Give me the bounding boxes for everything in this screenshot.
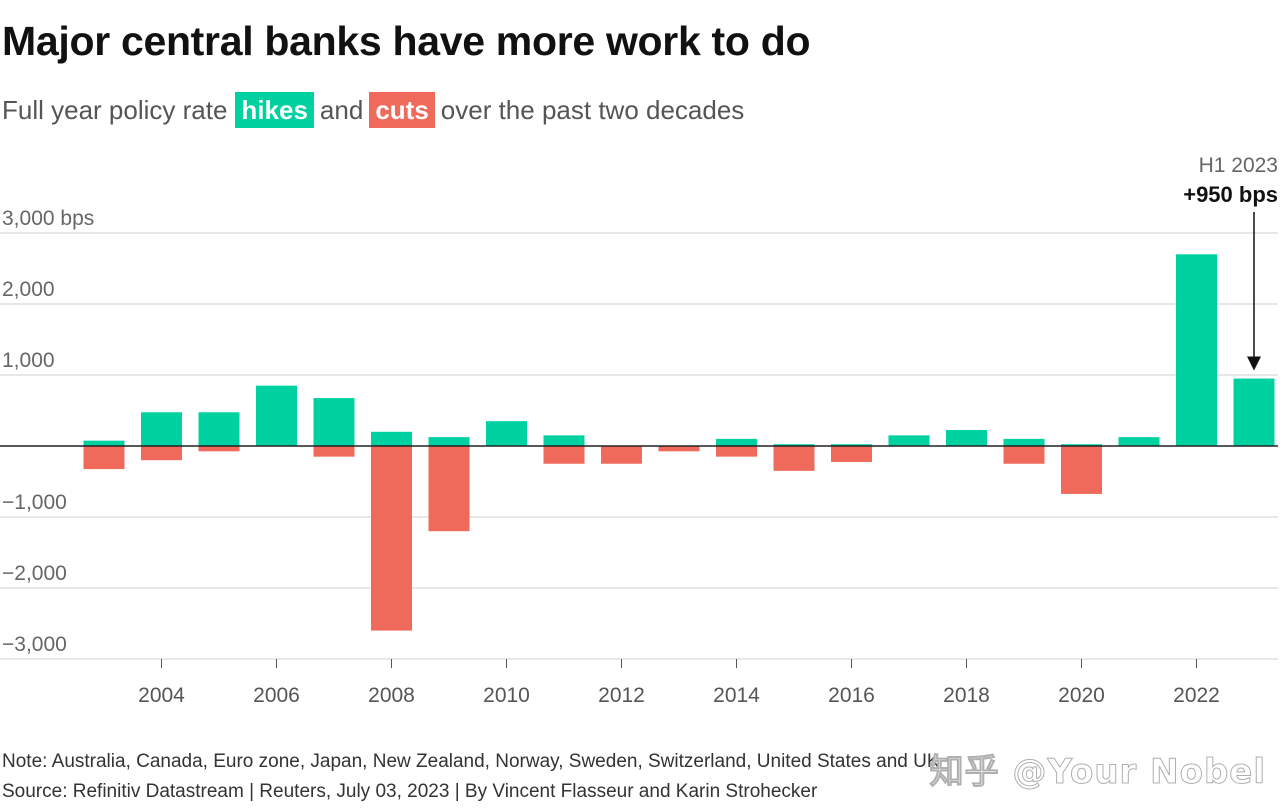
x-tick-label: 2022 (1173, 684, 1220, 707)
hikes-bar (1176, 254, 1217, 446)
subtitle-suffix: over the past two decades (440, 94, 745, 125)
hikes-bar (198, 412, 240, 446)
cuts-bar (198, 446, 240, 452)
subtitle-and: and (319, 94, 364, 125)
chart-subtitle: Full year policy rate hikes and cuts ove… (2, 92, 744, 128)
cuts-bar (371, 446, 412, 631)
hikes-bar (141, 412, 182, 446)
annotation-arrow-head (1247, 356, 1261, 371)
x-tick-label: 2014 (713, 684, 760, 707)
hikes-bar (313, 398, 355, 446)
x-tick-label: 2016 (828, 684, 875, 707)
x-tick-label: 2004 (138, 684, 185, 707)
cuts-bar (773, 446, 815, 471)
x-tick-label: 2020 (1058, 684, 1105, 707)
cuts-legend-pill: cuts (369, 92, 435, 128)
y-tick-label: −2,000 (2, 562, 67, 585)
hikes-bar (1233, 378, 1275, 446)
y-tick-label: 3,000 bps (2, 207, 94, 230)
cuts-bar (1061, 446, 1102, 494)
cuts-bar (83, 446, 125, 470)
hikes-bar (1003, 438, 1045, 446)
hikes-bar (888, 435, 930, 446)
chart-source: Source: Refinitiv Datastream | Reuters, … (2, 781, 818, 802)
cuts-bar (141, 446, 182, 461)
annotation-value-label: +950 bps (1183, 182, 1278, 207)
hikes-bar (946, 430, 987, 446)
annotation-period-label: H1 2023 (1199, 154, 1278, 177)
cuts-bar (428, 446, 470, 532)
hikes-bar (543, 435, 585, 446)
y-tick-label: −1,000 (2, 491, 67, 514)
watermark: 知乎 @Your Nobel (929, 752, 1266, 793)
hikes-bar (256, 385, 297, 446)
x-tick-label: 2018 (943, 684, 990, 707)
hikes-bar (428, 437, 470, 446)
policy-rate-bar-chart: 3,000 bps 2,000 1,000 −1,000 −2,000 −3,000 200… (0, 154, 1278, 707)
hikes-bar (371, 431, 412, 446)
x-tick-label: 2006 (253, 684, 300, 707)
x-tick-label: 2010 (483, 684, 530, 707)
hikes-bar (716, 438, 757, 446)
hikes-bar (773, 444, 815, 446)
cuts-bar (543, 446, 585, 464)
cuts-bar (716, 446, 757, 457)
x-tick-label: 2008 (368, 684, 415, 707)
x-tick-label: 2012 (598, 684, 645, 707)
hikes-legend-pill: hikes (235, 92, 314, 128)
cuts-bar (313, 446, 355, 457)
cuts-bar (658, 446, 700, 452)
y-tick-label: 1,000 (2, 349, 55, 372)
hikes-bar (1061, 444, 1102, 446)
chart-note: Note: Australia, Canada, Euro zone, Japa… (2, 751, 940, 772)
hikes-bar (1118, 437, 1160, 446)
hikes-bar (486, 421, 527, 446)
y-tick-label: −3,000 (2, 633, 67, 656)
chart-title: Major central banks have more work to do (2, 18, 811, 64)
y-tick-label: 2,000 (2, 278, 55, 301)
cuts-bar (1003, 446, 1045, 464)
hikes-bar (83, 440, 125, 446)
subtitle-prefix: Full year policy rate (2, 94, 228, 125)
hikes-bar (831, 444, 872, 446)
cuts-bar (601, 446, 642, 464)
cuts-bar (831, 446, 872, 462)
